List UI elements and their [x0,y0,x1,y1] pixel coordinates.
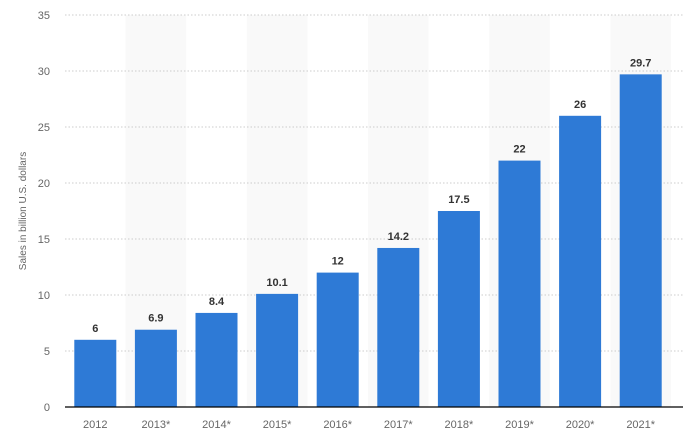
bar-2015*[interactable] [256,293,299,407]
y-tick-label: 15 [38,234,50,246]
x-tick-label: 2013* [142,419,171,431]
x-tick-label: 2016* [323,419,352,431]
data-label: 14.2 [388,231,409,243]
bar-2017*[interactable] [377,247,420,407]
y-tick-label: 25 [38,122,50,134]
x-tick-label: 2019* [505,419,534,431]
y-tick-label: 30 [38,66,50,78]
data-label: 26 [574,99,586,111]
y-tick-label: 10 [38,290,50,302]
bar-2021*[interactable] [619,74,662,408]
x-tick-label: 2017* [384,419,413,431]
bar-2018*[interactable] [437,211,480,407]
data-label: 6 [92,323,98,335]
y-axis-label: Sales in billion U.S. dollars [18,152,29,270]
y-tick-label: 0 [44,402,50,414]
bar-2013*[interactable] [134,329,177,407]
data-label: 12 [332,256,344,268]
data-label: 29.7 [630,57,651,69]
y-tick-label: 5 [44,346,50,358]
x-tick-label: 2015* [263,419,292,431]
data-label: 6.9 [148,313,163,325]
x-tick-label: 2012 [83,419,107,431]
data-label: 8.4 [209,296,225,308]
bar-2012[interactable] [74,339,117,407]
y-tick-label: 35 [38,10,50,22]
bar-2020*[interactable] [559,115,602,408]
x-tick-label: 2021* [626,419,655,431]
x-tick-label: 2014* [202,419,231,431]
x-tick-label: 2020* [566,419,595,431]
bar-2014*[interactable] [195,312,238,407]
bar-2016*[interactable] [316,272,359,407]
data-label: 17.5 [448,194,469,206]
data-label: 10.1 [266,277,287,289]
x-tick-label: 2018* [445,419,474,431]
y-tick-label: 20 [38,178,50,190]
bar-2019*[interactable] [498,160,541,407]
data-label: 22 [513,144,525,156]
